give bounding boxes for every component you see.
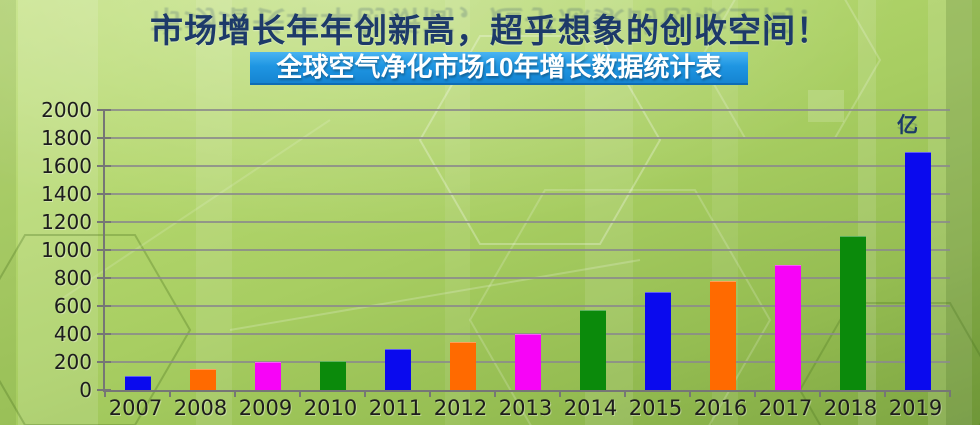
bg-hexagon bbox=[0, 234, 192, 425]
x-axis-tick-label: 2012 bbox=[433, 396, 488, 420]
y-axis-tick-label: 2000 bbox=[41, 98, 92, 122]
x-axis-tick-label: 2008 bbox=[173, 396, 228, 420]
x-tick-0 bbox=[104, 390, 106, 397]
gridline-2000 bbox=[105, 109, 950, 111]
x-tick-7 bbox=[559, 390, 561, 397]
x-tick-9 bbox=[689, 390, 691, 397]
bar-2012 bbox=[449, 342, 476, 390]
gridline-800 bbox=[105, 277, 950, 279]
y-tick-200 bbox=[97, 361, 111, 363]
gridline-1600 bbox=[105, 165, 950, 167]
x-axis-tick-label: 2015 bbox=[628, 396, 683, 420]
bg-highlight-patch bbox=[808, 90, 844, 122]
y-axis-tick-label: 200 bbox=[53, 350, 92, 374]
x-axis-tick-label: 2018 bbox=[823, 396, 878, 420]
x-axis-tick-label: 2009 bbox=[238, 396, 293, 420]
y-tick-1800 bbox=[97, 137, 111, 139]
y-axis-tick-label: 1600 bbox=[41, 154, 92, 178]
y-axis-tick-label: 1800 bbox=[41, 126, 92, 150]
x-tick-10 bbox=[754, 390, 756, 397]
bar-2014 bbox=[579, 310, 606, 390]
y-axis-tick-label: 1200 bbox=[41, 210, 92, 234]
bar-2007 bbox=[124, 376, 151, 390]
x-axis-tick-label: 2010 bbox=[303, 396, 358, 420]
x-axis-tick-label: 2013 bbox=[498, 396, 553, 420]
y-tick-400 bbox=[97, 333, 111, 335]
y-tick-600 bbox=[97, 305, 111, 307]
gridline-1400 bbox=[105, 193, 950, 195]
gridline-600 bbox=[105, 305, 950, 307]
y-axis-tick-label: 1000 bbox=[41, 238, 92, 262]
x-tick-5 bbox=[429, 390, 431, 397]
x-tick-6 bbox=[494, 390, 496, 397]
bar-2011 bbox=[384, 349, 411, 390]
x-tick-1 bbox=[169, 390, 171, 397]
x-tick-4 bbox=[364, 390, 366, 397]
bar-2018 bbox=[839, 236, 866, 390]
bar-2009 bbox=[254, 362, 281, 390]
x-axis-labels: 2007 2008 2009 2010 2011 2012 2013 2014 2015 2016… bbox=[103, 396, 948, 422]
y-tick-1200 bbox=[97, 221, 111, 223]
y-tick-1600 bbox=[97, 165, 111, 167]
bg-stripe bbox=[196, 0, 232, 425]
bg-stripe bbox=[18, 0, 98, 425]
bg-stripe bbox=[928, 0, 972, 425]
x-axis-tick-label: 2016 bbox=[693, 396, 748, 420]
y-axis-labels: 0 200 400 600 800 1000 1200 1400 1600 1800 2000 bbox=[0, 99, 92, 401]
chart-title-banner: 全球空气净化市场10年增长数据统计表 bbox=[250, 52, 748, 85]
unit-label-reflection: 亿 bbox=[897, 121, 918, 131]
x-tick-12 bbox=[884, 390, 886, 397]
chart-title: 全球空气净化市场10年增长数据统计表 bbox=[276, 52, 722, 82]
y-tick-1400 bbox=[97, 193, 111, 195]
x-axis-tick-label: 2011 bbox=[368, 396, 423, 420]
x-axis-tick-label: 2007 bbox=[108, 396, 163, 420]
y-axis-tick-label: 600 bbox=[53, 294, 92, 318]
bg-diagonal-line bbox=[229, 259, 641, 331]
x-axis-tick-label: 2014 bbox=[563, 396, 618, 420]
bar-2019 bbox=[904, 152, 931, 390]
x-tick-3 bbox=[299, 390, 301, 397]
page-title: 市场增长年年创新高，超乎想象的创收空间！ bbox=[150, 12, 830, 49]
x-axis-tick-label: 2019 bbox=[888, 396, 943, 420]
unit-label: 亿 bbox=[897, 114, 918, 137]
gridline-1200 bbox=[105, 221, 950, 223]
bg-stripe bbox=[946, 0, 980, 425]
gridline-1800 bbox=[105, 137, 950, 139]
bg-hexagon bbox=[418, 35, 662, 245]
y-tick-2000 bbox=[97, 109, 111, 111]
y-tick-1000 bbox=[97, 249, 111, 251]
y-tick-800 bbox=[97, 277, 111, 279]
y-axis-tick-label: 400 bbox=[53, 322, 92, 346]
x-tick-13 bbox=[949, 390, 951, 397]
x-tick-11 bbox=[819, 390, 821, 397]
plot-area bbox=[97, 109, 951, 397]
page-title-reflection: 市场增长年年创新高，超乎想象的创收空间！ bbox=[150, 4, 830, 37]
x-axis-tick-label: 2017 bbox=[758, 396, 813, 420]
bar-2017 bbox=[774, 265, 801, 390]
y-axis-tick-label: 1400 bbox=[41, 182, 92, 206]
bg-hexagon bbox=[468, 189, 772, 425]
bar-2015 bbox=[644, 292, 671, 390]
y-axis-tick-label: 0 bbox=[79, 378, 92, 402]
bar-2008 bbox=[189, 369, 216, 390]
bg-diagonal-line bbox=[59, 119, 331, 301]
bar-2010 bbox=[319, 360, 346, 390]
gridline-1000 bbox=[105, 249, 950, 251]
bar-2013 bbox=[514, 334, 541, 390]
x-tick-8 bbox=[624, 390, 626, 397]
y-axis-tick-label: 800 bbox=[53, 266, 92, 290]
bar-2016 bbox=[709, 280, 736, 390]
bg-stripe bbox=[0, 0, 16, 425]
x-tick-2 bbox=[234, 390, 236, 397]
